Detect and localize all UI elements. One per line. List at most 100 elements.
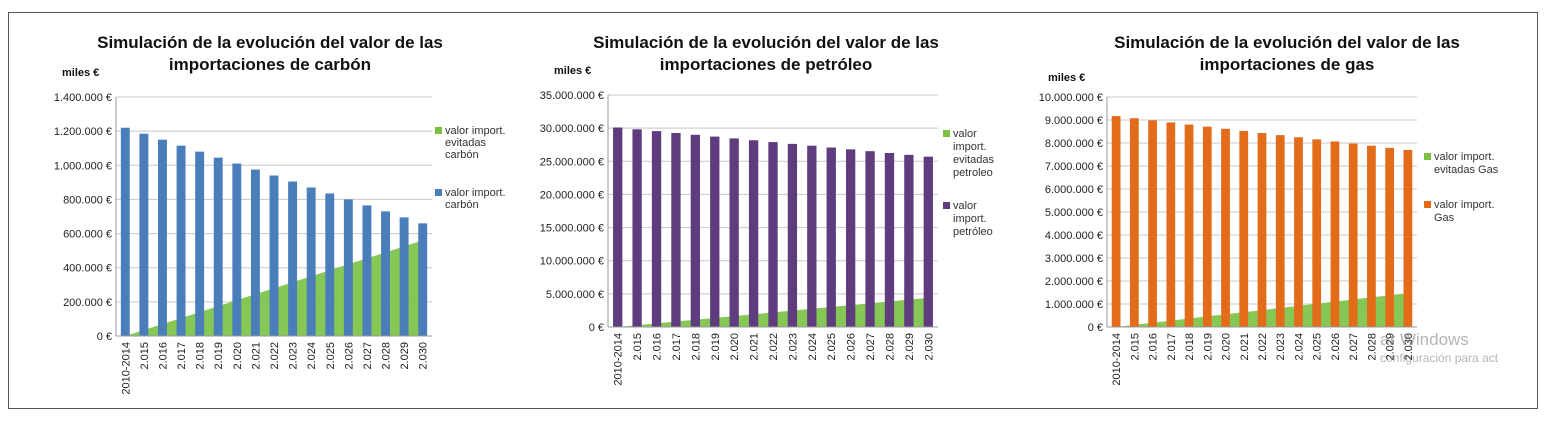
petroleo-x-tick-label-6: 2.020 bbox=[729, 333, 741, 361]
carbon-x-tick-label-14: 2.028 bbox=[381, 342, 393, 370]
gas-x-tick-label-8: 2.022 bbox=[1257, 333, 1269, 361]
gas-y-tick-label-8: 8.000.000 € bbox=[1045, 138, 1103, 150]
petroleo-x-tick-label-14: 2.028 bbox=[884, 333, 896, 361]
carbon-bar-15 bbox=[399, 217, 409, 336]
gas-x-tick-label-15: 2.029 bbox=[1385, 333, 1397, 361]
gas-legend-label-0-1: evitadas Gas bbox=[1434, 164, 1499, 176]
gas-x-tick-label-3: 2.017 bbox=[1166, 333, 1178, 361]
carbon-y-tick-label-6: 1.200.000 € bbox=[54, 126, 112, 138]
petroleo-x-tick-label-3: 2.017 bbox=[671, 333, 683, 361]
carbon-bar-10 bbox=[306, 187, 316, 336]
petroleo-legend-swatch-0 bbox=[943, 130, 950, 137]
gas-x-tick-label-13: 2.027 bbox=[1348, 333, 1360, 361]
gas-bar-3 bbox=[1166, 122, 1176, 327]
carbon-bar-6 bbox=[232, 163, 242, 336]
petroleo-bar-2 bbox=[651, 131, 662, 327]
chart-petroleo: 0 € 5.000.000 € 10.000.000 € 15.000.000 € 20… bbox=[518, 0, 1038, 422]
petroleo-y-tick-label-5: 25.000.000 € bbox=[540, 156, 604, 168]
petroleo-y-tick-label-2: 10.000.000 € bbox=[540, 256, 604, 268]
petroleo-x-tick-label-5: 2.019 bbox=[710, 333, 722, 361]
gas-bar-11 bbox=[1312, 139, 1322, 327]
gas-y-tick-label-7: 7.000.000 € bbox=[1045, 161, 1103, 173]
chart-gas-svg: 0 € 1.000.000 € 2.000.000 € 3.000.000 € 4.00… bbox=[1039, 72, 1499, 386]
gas-x-tick-label-10: 2.024 bbox=[1293, 333, 1305, 361]
carbon-x-tick-label-7: 2.021 bbox=[250, 342, 262, 370]
carbon-legend-label-0-2: carbón bbox=[445, 149, 479, 161]
carbon-x-tick-label-3: 2.017 bbox=[176, 342, 188, 370]
petroleo-x-tick-label-11: 2.025 bbox=[826, 333, 838, 361]
petroleo-x-tick-label-1: 2.015 bbox=[632, 333, 644, 361]
gas-y-axis-label: miles € bbox=[1048, 72, 1085, 84]
carbon-x-tick-label-8: 2.022 bbox=[269, 342, 281, 370]
petroleo-y-tick-label-4: 20.000.000 € bbox=[540, 189, 604, 201]
gas-x-tick-label-4: 2.018 bbox=[1184, 333, 1196, 361]
carbon-x-tick-label-9: 2.023 bbox=[288, 342, 300, 370]
carbon-y-tick-label-5: 1.000.000 € bbox=[54, 160, 112, 172]
petroleo-x-tick-label-2: 2.016 bbox=[652, 333, 664, 361]
petroleo-x-tick-label-8: 2.022 bbox=[768, 333, 780, 361]
carbon-y-axis-label: miles € bbox=[62, 67, 99, 79]
petroleo-legend-label-0-1: import. bbox=[953, 141, 987, 153]
gas-bar-0 bbox=[1111, 116, 1121, 327]
gas-legend-label-1-1: Gas bbox=[1434, 212, 1455, 224]
petroleo-bar-1 bbox=[632, 129, 642, 327]
petroleo-bar-5 bbox=[710, 136, 720, 327]
carbon-bar-7 bbox=[250, 169, 260, 336]
gas-x-tick-label-2: 2.016 bbox=[1148, 333, 1160, 361]
carbon-x-tick-label-15: 2.029 bbox=[399, 342, 411, 370]
gas-bar-2 bbox=[1148, 120, 1157, 328]
gas-x-tick-label-7: 2.021 bbox=[1239, 333, 1251, 361]
carbon-bar-5 bbox=[213, 157, 223, 336]
carbon-x-tick-label-5: 2.019 bbox=[213, 342, 225, 370]
carbon-bar-9 bbox=[288, 181, 298, 336]
carbon-x-tick-label-16: 2.030 bbox=[418, 342, 430, 370]
gas-bar-10 bbox=[1294, 137, 1303, 327]
carbon-bar-3 bbox=[176, 145, 186, 336]
carbon-x-tick-label-1: 2.015 bbox=[139, 342, 151, 370]
gas-x-tick-label-0: 2010-2014 bbox=[1111, 333, 1123, 386]
carbon-y-tick-label-0: 0 € bbox=[97, 331, 112, 343]
petroleo-legend-label-1-0: valor bbox=[953, 200, 977, 212]
gas-bar-9 bbox=[1275, 135, 1285, 327]
gas-bar-15 bbox=[1385, 147, 1395, 327]
gas-bar-7 bbox=[1239, 130, 1249, 327]
carbon-y-tick-label-7: 1.400.000 € bbox=[54, 92, 112, 104]
chart-gas: 0 € 1.000.000 € 2.000.000 € 3.000.000 € 4.00… bbox=[1022, 0, 1552, 422]
gas-y-tick-label-1: 1.000.000 € bbox=[1045, 299, 1103, 311]
carbon-legend-label-1-1: carbón bbox=[445, 199, 479, 211]
gas-bar-12 bbox=[1330, 141, 1340, 327]
gas-x-tick-label-11: 2.025 bbox=[1312, 333, 1324, 361]
petroleo-y-tick-label-7: 35.000.000 € bbox=[540, 90, 604, 102]
carbon-x-tick-label-0: 2010-2014 bbox=[120, 342, 132, 395]
carbon-y-tick-label-1: 200.000 € bbox=[63, 297, 112, 309]
carbon-bar-12 bbox=[343, 199, 353, 336]
carbon-x-tick-label-4: 2.018 bbox=[195, 342, 207, 370]
carbon-x-tick-label-11: 2.025 bbox=[325, 342, 337, 370]
petroleo-x-tick-label-15: 2.029 bbox=[904, 333, 916, 361]
gas-bar-8 bbox=[1257, 133, 1267, 327]
petroleo-legend-label-0-2: evitadas bbox=[953, 154, 994, 166]
petroleo-bar-12 bbox=[845, 149, 856, 327]
gas-y-tick-label-5: 5.000.000 € bbox=[1045, 207, 1103, 219]
petroleo-legend-label-0-3: petroleo bbox=[953, 167, 993, 179]
carbon-legend-swatch-1 bbox=[435, 189, 442, 196]
petroleo-legend-label-1-1: import. bbox=[953, 213, 987, 225]
chart-carbon: 0 € 200.000 € 400.000 € 600.000 € 800.000 € 1… bbox=[0, 0, 520, 422]
carbon-y-tick-label-4: 800.000 € bbox=[63, 194, 112, 206]
gas-bar-1 bbox=[1129, 118, 1139, 328]
petroleo-x-tick-label-10: 2.024 bbox=[807, 333, 819, 361]
petroleo-bar-4 bbox=[690, 134, 701, 327]
petroleo-x-tick-label-16: 2.030 bbox=[923, 333, 935, 361]
carbon-bar-8 bbox=[269, 175, 279, 336]
carbon-legend-label-1-0: valor import. bbox=[445, 187, 506, 199]
gas-x-tick-label-16: 2.030 bbox=[1403, 333, 1415, 361]
chart-carbon-svg: 0 € 200.000 € 400.000 € 600.000 € 800.000 € 1… bbox=[54, 67, 506, 395]
petroleo-x-tick-label-4: 2.018 bbox=[690, 333, 702, 361]
petroleo-bar-13 bbox=[865, 151, 875, 327]
carbon-legend-swatch-0 bbox=[435, 127, 442, 134]
gas-y-tick-label-10: 10.000.000 € bbox=[1039, 92, 1103, 104]
carbon-x-tick-label-12: 2.026 bbox=[343, 342, 355, 370]
carbon-legend-label-0-0: valor import. bbox=[445, 125, 506, 137]
gas-y-tick-label-0: 0 € bbox=[1088, 322, 1103, 334]
gas-x-tick-label-1: 2.015 bbox=[1129, 333, 1141, 361]
